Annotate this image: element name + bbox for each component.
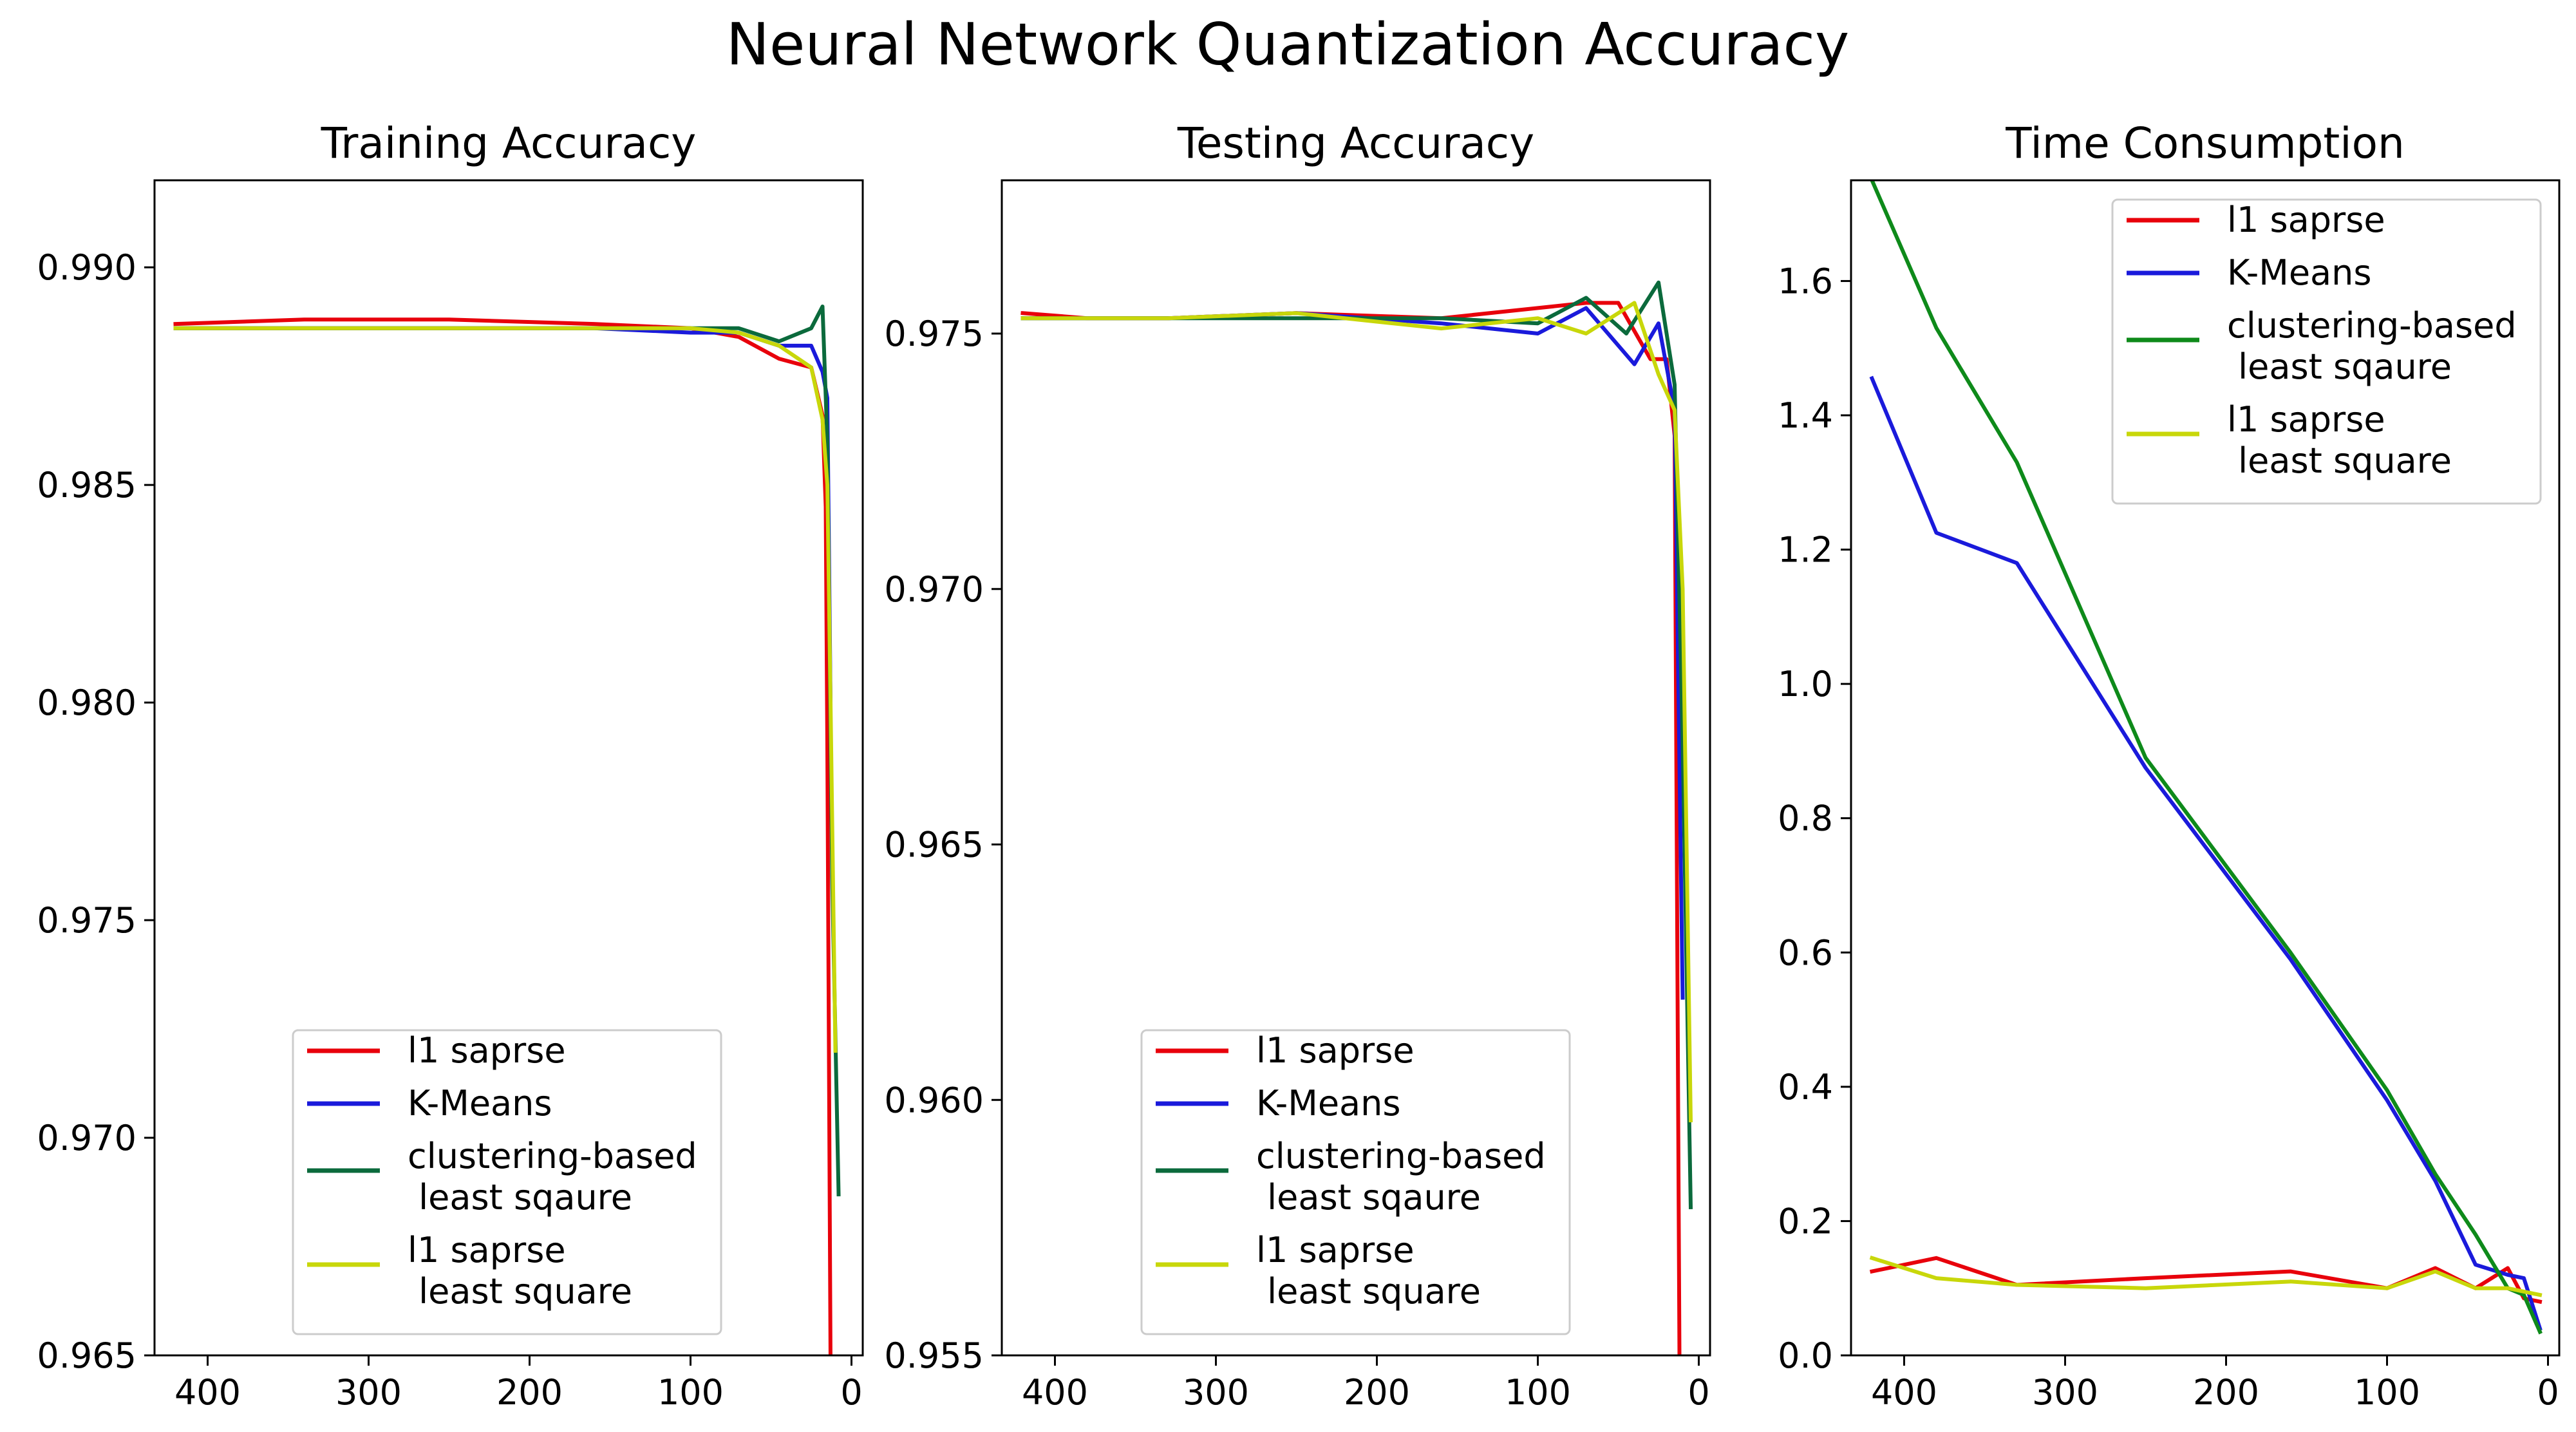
legend-entry-3: l1 saprse least square bbox=[1156, 1230, 1481, 1312]
series-line-0 bbox=[173, 317, 832, 1355]
series-line-3 bbox=[1869, 1256, 2543, 1297]
legend-label: l1 saprse bbox=[1256, 1230, 1415, 1270]
panel-title: Testing Accuracy bbox=[1177, 118, 1534, 168]
legend-entry-0: l1 saprse bbox=[307, 1030, 566, 1071]
legend-label: least sqaure bbox=[408, 1177, 632, 1218]
y-tick-label: 0.8 bbox=[1778, 798, 1833, 839]
y-tick-label: 0.6 bbox=[1778, 932, 1833, 973]
legend-box bbox=[2111, 198, 2542, 505]
legend-label: K-Means bbox=[2227, 252, 2372, 293]
legend-label: l1 saprse bbox=[2227, 200, 2385, 240]
y-tick-label: 0.965 bbox=[37, 1335, 136, 1376]
series-line-3 bbox=[1020, 301, 1693, 1123]
legend-entry-3: l1 saprse least square bbox=[307, 1230, 632, 1312]
legend: l1 saprse K-Means clustering-based least s… bbox=[1140, 1029, 1571, 1335]
legend: l1 saprse K-Means clustering-based least s… bbox=[292, 1029, 722, 1335]
legend: l1 saprse K-Means clustering-based least s… bbox=[2111, 198, 2542, 505]
legend-entry-0: l1 saprse bbox=[1156, 1030, 1415, 1071]
legend-label: K-Means bbox=[408, 1083, 552, 1124]
y-tick-label: 0.955 bbox=[884, 1335, 984, 1376]
series-lines bbox=[1869, 180, 2543, 1335]
legend-label: l1 saprse bbox=[2227, 399, 2385, 440]
legend-box bbox=[1140, 1029, 1571, 1335]
panel-title: Training Accuracy bbox=[321, 118, 697, 168]
y-tick-label: 0.2 bbox=[1778, 1201, 1833, 1241]
legend-label: l1 saprse bbox=[1256, 1030, 1415, 1071]
legend-entry-1: K-Means bbox=[1156, 1083, 1401, 1124]
legend-entry-2: clustering-based least sqaure bbox=[307, 1136, 697, 1218]
y-tick-label: 0.970 bbox=[37, 1118, 136, 1158]
panel-title: Time Consumption bbox=[2005, 118, 2405, 168]
x-tick-label: 400 bbox=[1022, 1372, 1088, 1413]
y-tick-label: 0.990 bbox=[37, 247, 136, 288]
y-tick-label: 1.0 bbox=[1778, 664, 1833, 704]
y-tick-label: 1.6 bbox=[1778, 261, 1833, 301]
legend-label: clustering-based bbox=[408, 1136, 697, 1176]
legend-entry-3: l1 saprse least square bbox=[2127, 399, 2452, 481]
axes-frame bbox=[153, 179, 864, 1357]
y-tick-label: 0.975 bbox=[884, 314, 984, 354]
y-tick-label: 0.975 bbox=[37, 900, 136, 941]
legend-label: least square bbox=[1256, 1271, 1481, 1312]
x-tick-label: 200 bbox=[1344, 1372, 1410, 1413]
legend-entry-1: K-Means bbox=[2127, 252, 2372, 293]
x-tick-label: 400 bbox=[1871, 1372, 1937, 1413]
y-tick-label: 0.4 bbox=[1778, 1067, 1833, 1107]
legend-label: least sqaure bbox=[2227, 346, 2452, 387]
legend-entry-0: l1 saprse bbox=[2127, 200, 2385, 240]
y-tick-label: 0.980 bbox=[37, 683, 136, 723]
x-tick-label: 0 bbox=[1688, 1372, 1709, 1413]
panel-time-consumption: Time Consumption 400 300 200 100 0 0.0 0.2 0.4 0… bbox=[1778, 118, 2561, 1413]
axes-frame bbox=[1850, 179, 2561, 1357]
legend-label: clustering-based bbox=[2227, 305, 2517, 346]
x-tick-label: 100 bbox=[657, 1372, 724, 1413]
series-line-1 bbox=[1869, 375, 2543, 1332]
x-tick-label: 200 bbox=[496, 1372, 563, 1413]
x-tick-label: 100 bbox=[2354, 1372, 2420, 1413]
legend-label: l1 saprse bbox=[408, 1230, 566, 1270]
y-tick-label: 0.970 bbox=[884, 569, 984, 610]
y-tick-label: 1.2 bbox=[1778, 530, 1833, 570]
legend-label: clustering-based bbox=[1256, 1136, 1546, 1176]
axes-frame bbox=[1001, 179, 1711, 1357]
legend-entry-2: clustering-based least sqaure bbox=[1156, 1136, 1546, 1218]
panel-testing-accuracy: Testing Accuracy 400 300 200 100 0 0.955 0.960… bbox=[884, 118, 1711, 1413]
legend-box bbox=[292, 1029, 722, 1335]
legend-label: l1 saprse bbox=[408, 1030, 566, 1071]
legend-entry-2: clustering-based least sqaure bbox=[2127, 305, 2517, 387]
x-tick-label: 400 bbox=[174, 1372, 241, 1413]
series-lines bbox=[1020, 280, 1693, 1355]
legend-label: least sqaure bbox=[1256, 1177, 1481, 1218]
panel-training-accuracy: Training Accuracy 400 300 200 100 0 0.965 0.97… bbox=[37, 118, 864, 1413]
x-tick-label: 300 bbox=[2032, 1372, 2098, 1413]
figure-title: Neural Network Quantization Accuracy bbox=[726, 11, 1850, 79]
x-tick-label: 200 bbox=[2193, 1372, 2259, 1413]
y-tick-label: 0.965 bbox=[884, 825, 984, 865]
y-tick-label: 0.0 bbox=[1778, 1335, 1833, 1376]
series-line-3 bbox=[173, 326, 838, 1053]
y-tick-label: 1.4 bbox=[1778, 395, 1833, 436]
y-tick-label: 0.985 bbox=[37, 465, 136, 505]
legend-entry-1: K-Means bbox=[307, 1083, 552, 1124]
y-tick-label: 0.960 bbox=[884, 1080, 984, 1120]
x-tick-label: 300 bbox=[1183, 1372, 1249, 1413]
legend-label: least square bbox=[408, 1271, 632, 1312]
legend-label: K-Means bbox=[1256, 1083, 1401, 1124]
x-tick-label: 100 bbox=[1505, 1372, 1571, 1413]
x-tick-label: 0 bbox=[2537, 1372, 2559, 1413]
x-tick-label: 300 bbox=[335, 1372, 402, 1413]
legend-label: least square bbox=[2227, 440, 2452, 481]
x-tick-label: 0 bbox=[840, 1372, 862, 1413]
series-lines bbox=[173, 305, 841, 1355]
